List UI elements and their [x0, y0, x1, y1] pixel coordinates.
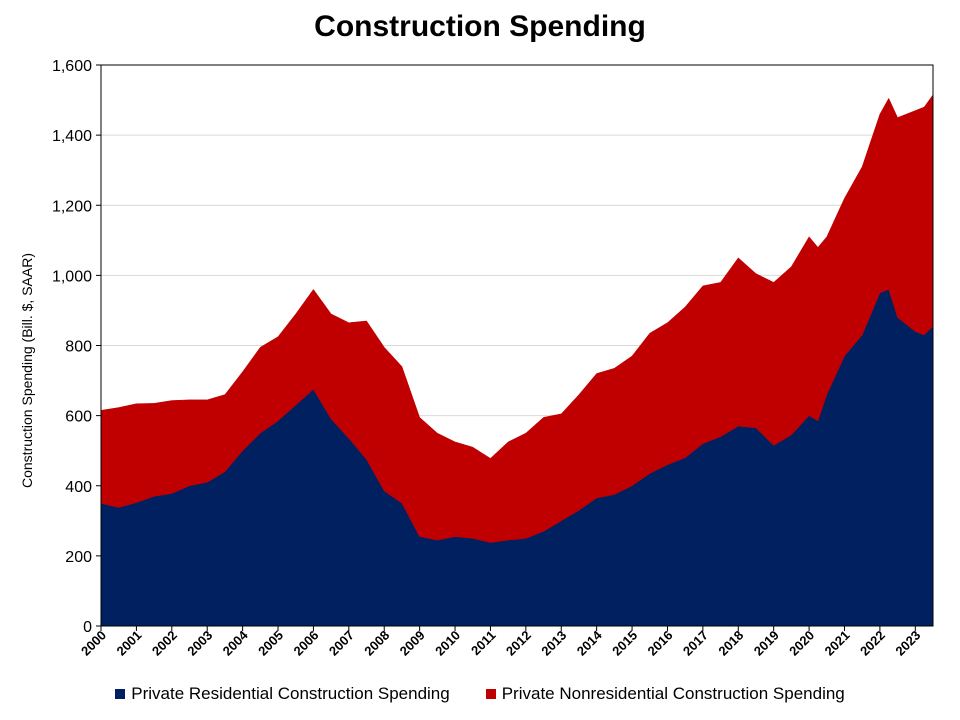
- x-tick-label: 2021: [822, 628, 853, 659]
- y-tick-label: 1,600: [52, 58, 92, 75]
- y-tick-label: 400: [65, 479, 92, 496]
- y-tick-label: 800: [65, 339, 92, 356]
- legend-swatch-nonresidential: [485, 689, 496, 699]
- legend-item-residential: Private Residential Construction Spendin…: [115, 684, 450, 704]
- x-tick-label: 2017: [680, 628, 711, 659]
- y-tick-label: 1,400: [52, 128, 92, 145]
- x-tick-label: 2005: [255, 628, 286, 659]
- x-tick-label: 2001: [113, 628, 144, 659]
- y-tick-label: 1,000: [52, 268, 92, 285]
- x-tick-label: 2009: [397, 628, 428, 659]
- x-tick-label: 2018: [715, 628, 746, 659]
- legend-label-residential: Private Residential Construction Spendin…: [131, 684, 450, 703]
- y-tick-label: 0: [83, 619, 92, 636]
- x-tick-label: 2008: [361, 628, 392, 659]
- x-axis-ticks: 2000 2001 2002 2003 2004 2005 2006 2007 2008 2009…: [78, 626, 923, 659]
- x-tick-label: 2022: [857, 628, 888, 659]
- x-tick-label: 2002: [149, 628, 180, 659]
- x-tick-label: 2011: [468, 628, 499, 659]
- x-tick-label: 2006: [290, 628, 321, 659]
- x-tick-label: 2004: [220, 627, 252, 659]
- y-tick-label: 600: [65, 409, 92, 426]
- chart-title: Construction Spending: [314, 10, 646, 43]
- x-tick-label: 2010: [432, 628, 463, 659]
- y-tick-label: 200: [65, 549, 92, 566]
- x-tick-label: 2016: [645, 628, 676, 659]
- x-tick-label: 2023: [892, 628, 923, 659]
- x-tick-label: 2013: [538, 628, 569, 659]
- legend-swatch-residential: [115, 689, 126, 699]
- y-tick-label: 1,200: [52, 198, 92, 215]
- legend: Private Residential Construction Spendin…: [0, 684, 960, 704]
- legend-item-nonresidential: Private Nonresidential Construction Spen…: [485, 684, 845, 704]
- x-tick-label: 2012: [503, 628, 534, 659]
- x-tick-label: 2003: [184, 628, 215, 659]
- legend-label-nonresidential: Private Nonresidential Construction Spen…: [501, 684, 845, 703]
- x-tick-label: 2014: [574, 627, 606, 659]
- y-axis-title: Construction Spending (Bill. $, SAAR): [19, 253, 35, 488]
- area-series: [100, 94, 934, 627]
- x-tick-label: 2015: [609, 628, 640, 659]
- y-axis-ticks: 0 200 400 600 800 1,000 1,200 1,400 1,600: [52, 58, 101, 636]
- x-tick-label: 2019: [751, 628, 782, 659]
- x-tick-label: 2020: [786, 628, 817, 659]
- x-tick-label: 2007: [326, 628, 357, 659]
